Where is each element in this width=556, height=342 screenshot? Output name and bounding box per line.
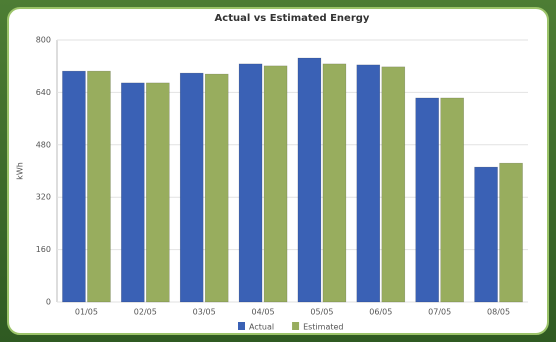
- y-tick-label: 800: [36, 36, 51, 45]
- bar: [381, 66, 406, 303]
- y-tick-label: 0: [46, 298, 51, 307]
- bar: [62, 70, 86, 303]
- y-tick-label: 160: [36, 245, 51, 254]
- bar: [415, 97, 439, 303]
- bar: [356, 64, 381, 303]
- bar: [499, 162, 523, 303]
- bar: [474, 166, 498, 303]
- chart-title: Actual vs Estimated Energy: [215, 13, 370, 24]
- bar: [322, 63, 347, 303]
- legend-swatch: [292, 322, 300, 330]
- x-tick-label: 03/05: [193, 308, 216, 317]
- x-tick-label: 08/05: [487, 308, 510, 317]
- y-tick-label: 320: [36, 193, 51, 202]
- x-tick-label: 04/05: [252, 308, 275, 317]
- bar: [87, 70, 111, 303]
- y-axis-label: kWh: [16, 162, 25, 180]
- y-tick-label: 640: [36, 88, 51, 97]
- bar: [204, 73, 229, 303]
- y-tick-label: 480: [36, 140, 51, 149]
- legend-label: Actual: [249, 323, 274, 332]
- bar: [179, 72, 204, 303]
- legend-swatch: [238, 322, 245, 330]
- x-tick-label: 02/05: [134, 308, 157, 317]
- legend-label: Estimated: [303, 323, 343, 332]
- bar: [146, 82, 170, 303]
- bar: [440, 97, 464, 303]
- x-tick-label: 07/05: [428, 308, 451, 317]
- bar: [297, 57, 322, 303]
- bar: [121, 82, 145, 303]
- x-tick-label: 05/05: [310, 308, 333, 317]
- bar: [263, 65, 288, 303]
- x-tick-label: 06/05: [369, 308, 392, 317]
- x-tick-label: 01/05: [75, 308, 98, 317]
- bar: [238, 63, 263, 303]
